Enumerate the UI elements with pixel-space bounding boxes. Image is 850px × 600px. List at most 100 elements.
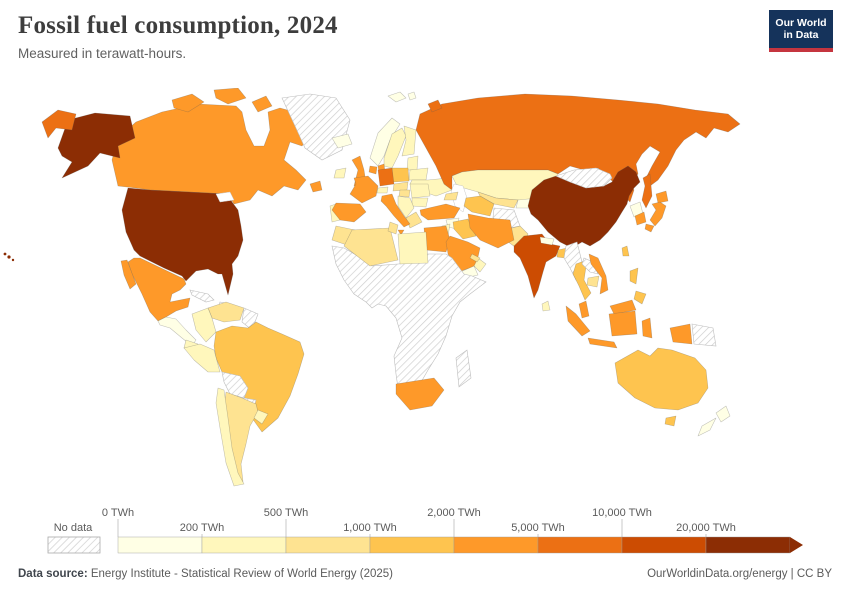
legend-bin-5[interactable] [453, 536, 539, 554]
country-indonesia-sulawesi[interactable] [641, 317, 653, 339]
country-russia-novaya-zemlya[interactable] [427, 99, 443, 113]
country-australia-tasmania[interactable] [664, 415, 677, 427]
country-switzerland[interactable] [376, 186, 389, 194]
country-canada-island-2[interactable] [213, 87, 247, 105]
legend-no-data-swatch[interactable] [47, 536, 101, 554]
owid-logo-text: Our World in Data [775, 17, 827, 41]
country-mongolia[interactable] [555, 167, 613, 189]
country-finland[interactable] [401, 125, 417, 157]
country-indonesia-papua[interactable] [669, 323, 693, 345]
map-legend: No data 0 TWh 200 TWh 500 TWh 1,000 TWh … [0, 500, 850, 560]
country-ireland[interactable] [333, 167, 347, 179]
country-baltics[interactable] [406, 155, 419, 171]
legend-bin-8[interactable] [705, 536, 791, 554]
country-papua-new-guinea[interactable] [691, 323, 717, 347]
chart-subtitle: Measured in terawatt-hours. [18, 46, 187, 61]
data-source: Data source: Energy Institute - Statisti… [18, 568, 393, 580]
legend-bin-7[interactable] [621, 536, 707, 554]
country-italy[interactable] [380, 193, 411, 228]
country-new-zealand-north[interactable] [715, 405, 731, 423]
legend-bin-6[interactable] [537, 536, 623, 554]
credit-link[interactable]: OurWorldinData.org/energy | CC BY [647, 568, 832, 580]
country-japan-kyushu[interactable] [644, 223, 655, 233]
country-iceland[interactable] [331, 133, 353, 149]
country-turkey[interactable] [419, 203, 461, 221]
legend-bin-3[interactable] [285, 536, 371, 554]
country-vietnam[interactable] [588, 253, 609, 295]
legend-bin-1[interactable] [117, 536, 203, 554]
legend-tick-500: 500 TWh [264, 507, 308, 519]
country-libya[interactable] [397, 231, 429, 265]
country-poland[interactable] [391, 167, 410, 183]
country-chile[interactable] [215, 387, 245, 487]
country-philippines-luzon[interactable] [629, 267, 639, 285]
country-japan-hokkaido[interactable] [655, 190, 669, 204]
country-spain[interactable] [331, 202, 367, 223]
country-tunisia[interactable] [387, 221, 399, 235]
country-turkmenistan[interactable] [463, 195, 495, 217]
country-new-zealand-south[interactable] [697, 417, 717, 437]
owid-logo[interactable]: Our World in Data [769, 10, 833, 52]
country-germany[interactable] [377, 167, 395, 187]
country-russia-sakhalin[interactable] [641, 173, 653, 209]
legend-tick-200: 200 TWh [180, 522, 224, 534]
country-uae[interactable] [469, 253, 481, 263]
country-belarus[interactable] [408, 167, 429, 181]
legend-bin-2[interactable] [201, 536, 287, 554]
country-austria-czechia[interactable] [392, 181, 409, 192]
country-mexico-baja[interactable] [120, 259, 137, 290]
country-canada-island-1[interactable] [171, 93, 205, 113]
country-france[interactable] [349, 175, 379, 204]
country-egypt[interactable] [423, 225, 451, 253]
legend-tick-20000: 20,000 TWh [676, 522, 736, 534]
data-source-label: Data source: [18, 568, 88, 580]
country-madagascar[interactable] [455, 349, 472, 388]
country-greenland[interactable] [281, 93, 351, 161]
great-lakes [215, 191, 235, 203]
country-usa-alaska[interactable] [57, 112, 136, 179]
country-malaysia[interactable] [578, 300, 590, 319]
country-caucasus[interactable] [443, 191, 459, 201]
country-norway[interactable] [369, 117, 401, 167]
country-sweden[interactable] [383, 127, 407, 169]
country-algeria[interactable] [343, 227, 399, 267]
country-iran[interactable] [467, 213, 515, 249]
country-svalbard[interactable] [387, 91, 407, 103]
country-usa[interactable] [121, 187, 244, 296]
country-cuba[interactable] [189, 289, 215, 303]
country-australia[interactable] [614, 347, 709, 411]
country-philippines-mindanao[interactable] [633, 290, 647, 305]
country-japan-honshu[interactable] [649, 201, 667, 227]
country-south-africa[interactable] [395, 377, 445, 411]
country-usa-hawaii-2[interactable] [7, 255, 11, 259]
country-balkans[interactable] [397, 195, 415, 219]
country-uruguay[interactable] [253, 409, 269, 425]
country-indonesia-kalimantan[interactable] [608, 310, 638, 337]
country-indonesia-java[interactable] [587, 337, 618, 349]
legend-tick-10000: 10,000 TWh [592, 507, 652, 519]
country-peru[interactable] [183, 343, 221, 373]
chart-footer: Data source: Energy Institute - Statisti… [18, 568, 832, 580]
country-malaysia-borneo[interactable] [609, 299, 637, 315]
country-nepal[interactable] [539, 236, 555, 246]
country-bulgaria[interactable] [411, 197, 429, 208]
country-romania[interactable] [409, 183, 431, 199]
country-taiwan[interactable] [621, 245, 630, 257]
country-netherlands[interactable] [368, 165, 378, 175]
country-cambodia[interactable] [586, 275, 600, 288]
country-indonesia-sumatra[interactable] [565, 305, 591, 337]
country-sri-lanka[interactable] [541, 300, 551, 312]
country-usa-hawaii-3[interactable] [11, 258, 15, 262]
country-italy-sicily[interactable] [397, 229, 405, 236]
country-svalbard-2[interactable] [407, 91, 417, 101]
country-canada-island-3[interactable] [251, 95, 273, 113]
country-india[interactable] [513, 233, 561, 299]
country-russia-chukotka[interactable] [41, 109, 77, 139]
country-hungary[interactable] [398, 189, 411, 198]
country-usa-hawaii-1[interactable] [3, 252, 7, 256]
legend-bin-4[interactable] [369, 536, 455, 554]
country-canada-newfoundland[interactable] [309, 180, 323, 193]
country-venezuela[interactable] [207, 301, 245, 323]
country-south-korea[interactable] [634, 211, 647, 226]
